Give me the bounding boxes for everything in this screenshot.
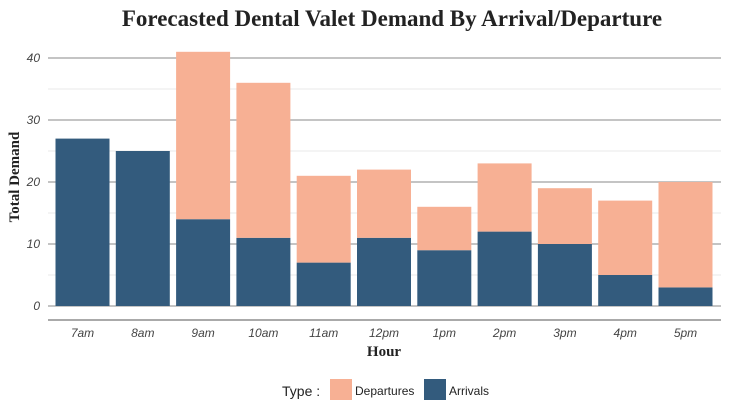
bar-arrivals-5pm <box>658 287 713 306</box>
bar-departures-4pm <box>598 200 653 275</box>
bar-arrivals-9am <box>176 219 231 306</box>
bar-departures-2pm <box>477 163 532 232</box>
legend-label-departures: Departures <box>355 384 414 398</box>
x-tick-label: 9am <box>191 326 214 340</box>
chart-title: Forecasted Dental Valet Demand By Arriva… <box>122 6 662 31</box>
y-tick-label: 30 <box>27 113 41 127</box>
y-axis-title: Total Demand <box>7 131 23 222</box>
x-tick-labels: 7am 8am 9am 10am 11am 12pm 1pm 2pm 3pm 4pm 5pm <box>71 326 697 340</box>
x-tick-label: 3pm <box>553 326 576 340</box>
bar-arrivals-3pm <box>537 244 592 306</box>
y-tick-label: 10 <box>27 237 41 251</box>
bars <box>55 51 713 306</box>
bar-arrivals-1pm <box>417 250 472 306</box>
bar-arrivals-8am <box>115 151 170 306</box>
bar-departures-3pm <box>537 188 592 244</box>
bar-departures-5pm <box>658 182 713 288</box>
x-tick-label: 7am <box>71 326 94 340</box>
legend-key-arrivals <box>424 379 446 400</box>
bar-arrivals-2pm <box>477 231 532 306</box>
x-tick-label: 8am <box>131 326 154 340</box>
x-tick-label: 10am <box>248 326 278 340</box>
y-tick-labels: 0 10 20 30 40 <box>26 51 41 313</box>
y-tick-label: 0 <box>33 299 40 313</box>
legend: Type : Departures Arrivals <box>282 379 489 400</box>
bar-arrivals-12pm <box>357 237 411 306</box>
bar-departures-9am <box>176 51 231 220</box>
bar-arrivals-4pm <box>598 275 653 306</box>
legend-items: Departures Arrivals <box>330 379 489 400</box>
x-tick-label: 2pm <box>492 326 516 340</box>
y-tick-label: 20 <box>26 175 41 189</box>
bar-departures-1pm <box>417 206 472 251</box>
legend-label-arrivals: Arrivals <box>449 384 489 398</box>
bar-departures-11am <box>296 175 351 263</box>
x-tick-label: 12pm <box>369 326 399 340</box>
x-tick-label: 11am <box>309 326 338 340</box>
bar-departures-12pm <box>357 169 411 238</box>
bar-arrivals-10am <box>236 237 291 306</box>
bar-arrivals-7am <box>55 138 110 306</box>
legend-title: Type : <box>282 383 320 399</box>
x-tick-label: 5pm <box>674 326 697 340</box>
legend-key-departures <box>330 379 352 400</box>
bar-departures-10am <box>236 82 291 238</box>
x-axis-title: Hour <box>367 344 402 360</box>
x-tick-label: 4pm <box>614 326 637 340</box>
y-tick-label: 40 <box>27 51 41 65</box>
x-tick-label: 1pm <box>433 326 456 340</box>
bar-arrivals-11am <box>296 262 351 306</box>
